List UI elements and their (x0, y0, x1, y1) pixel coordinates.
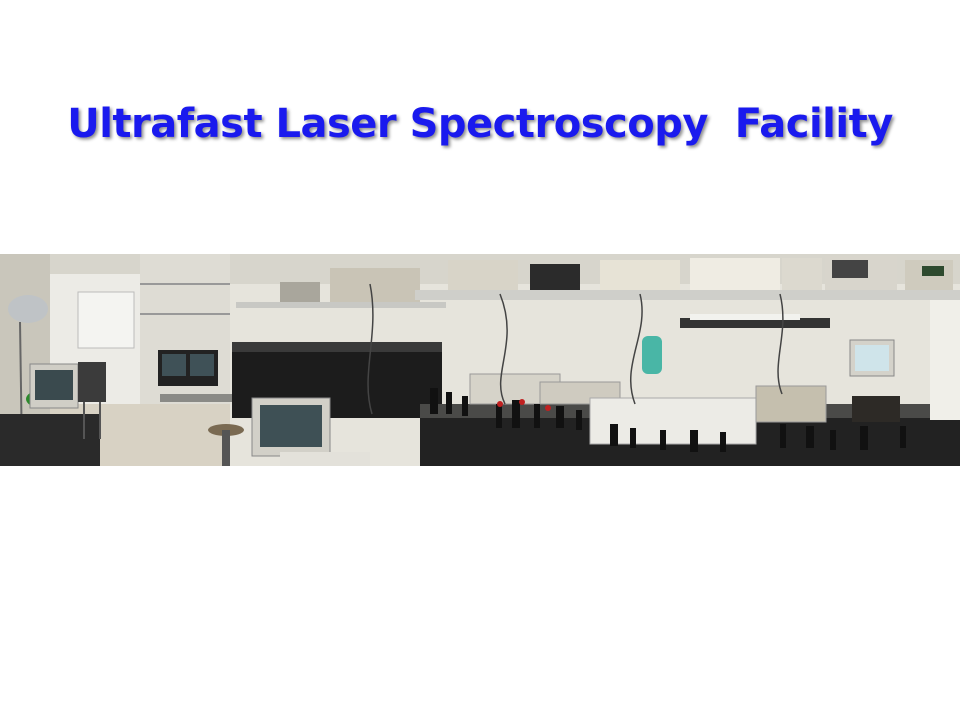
lab-panorama-illustration (0, 254, 960, 466)
lab-panorama-photo (0, 254, 960, 466)
slide-title: Ultrafast Laser Spectroscopy Facility (67, 101, 893, 147)
